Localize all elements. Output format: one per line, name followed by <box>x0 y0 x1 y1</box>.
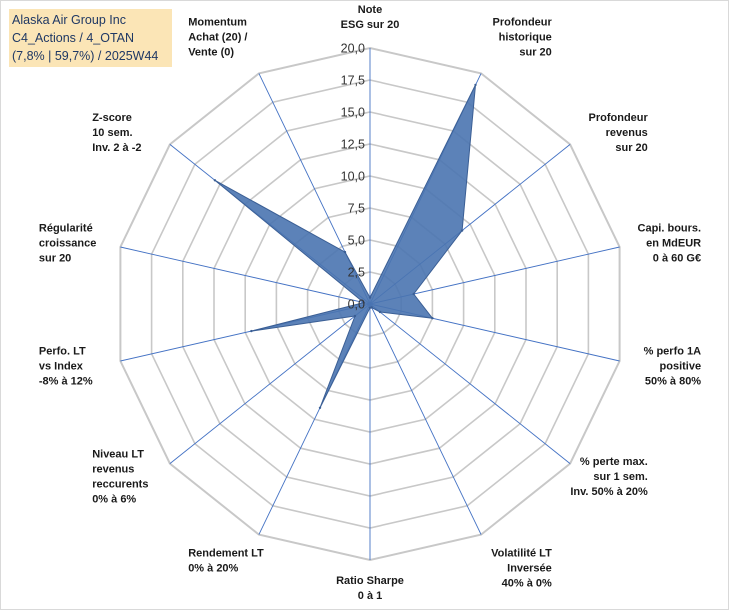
axis-spoke <box>369 303 482 535</box>
tick-label: 2,5 <box>348 266 365 280</box>
data-point <box>362 301 365 304</box>
axis-category-label: Ratio Sharpe 0 à 1 <box>336 575 404 602</box>
axis-category-label: Perfo. LT vs Index -8% à 12% <box>39 345 93 387</box>
data-point <box>474 83 477 87</box>
axis-category-label: Rendement LT 0% à 20% <box>188 548 264 575</box>
data-point <box>378 310 382 314</box>
title-performance: (7,8% | 59,7%) / 2025W44 <box>12 49 159 63</box>
tick-label: 10,0 <box>341 170 365 184</box>
title-company: Alaska Air Group Inc <box>12 13 126 27</box>
data-point <box>343 250 347 254</box>
axis-category-label: Note ESG sur 20 <box>341 4 400 31</box>
chart-title-box: Alaska Air Group Inc C4_Actions / 4_OTAN… <box>9 9 172 67</box>
axis-category-label: Z-score 10 sem. Inv. 2 à -2 <box>92 112 141 154</box>
data-point <box>213 179 217 182</box>
tick-label: 17,5 <box>341 74 365 88</box>
axis-category-label: Momentum Achat (20) / Vente (0) <box>188 16 247 58</box>
axis-category-label: Profondeur historique sur 20 <box>493 16 553 58</box>
axis-spoke <box>120 246 371 305</box>
axis-category-label: Profondeur revenus sur 20 <box>589 112 649 154</box>
data-point <box>368 306 372 309</box>
title-category: C4_Actions / 4_OTAN <box>12 31 135 45</box>
data-point <box>353 314 357 318</box>
tick-label: 20,0 <box>341 42 365 56</box>
data-point <box>412 292 415 296</box>
axis-spoke <box>169 303 371 464</box>
tick-label: 7,5 <box>348 202 365 216</box>
data-point <box>460 229 464 232</box>
data-point <box>368 296 372 299</box>
axis-category-label: % perfo 1A positive 50% à 80% <box>644 345 702 387</box>
tick-label: 15,0 <box>341 106 365 120</box>
data-point <box>250 329 253 333</box>
data-point <box>431 317 434 320</box>
axis-spoke <box>369 303 571 464</box>
tick-label: 0,0 <box>348 298 365 312</box>
tick-label: 5,0 <box>348 234 365 248</box>
axis-category-label: Régularité croissance sur 20 <box>39 223 96 265</box>
axis-category-label: Capi. bours. en MdEUR 0 à 60 G€ <box>638 223 702 265</box>
axis-category-label: Volatilité LT Inversée 40% à 0% <box>491 548 552 590</box>
axis-category-label: % perte max. sur 1 sem. Inv. 50% à 20% <box>570 456 648 498</box>
data-point <box>318 406 322 409</box>
axis-category-label: Niveau LT revenus reccurents 0% à 6% <box>92 449 148 506</box>
tick-label: 12,5 <box>341 138 365 152</box>
